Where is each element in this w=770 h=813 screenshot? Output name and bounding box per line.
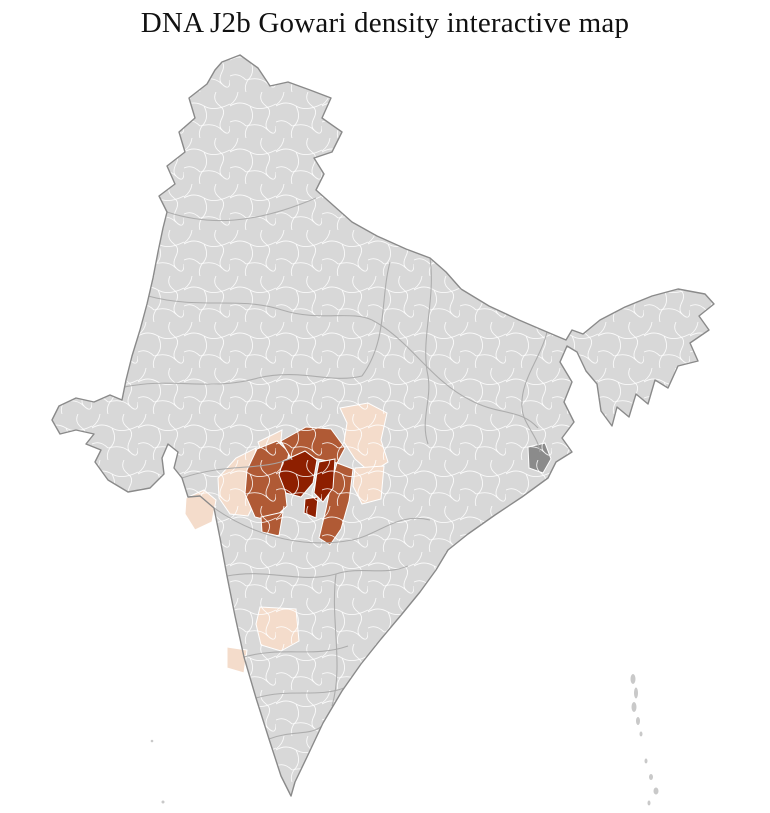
island[interactable]	[634, 687, 638, 699]
page-title: DNA J2b Gowari density interactive map	[140, 7, 630, 39]
island[interactable]	[630, 674, 636, 684]
island[interactable]	[649, 774, 653, 780]
island[interactable]	[161, 800, 165, 804]
district-low-density[interactable]	[226, 646, 248, 674]
island[interactable]	[647, 800, 651, 806]
andaman-nicobar-islands	[150, 674, 659, 806]
island[interactable]	[653, 787, 659, 795]
island[interactable]	[636, 717, 640, 725]
island[interactable]	[150, 739, 154, 743]
india-outline	[51, 54, 715, 797]
island[interactable]	[644, 758, 648, 764]
district-borders-texture	[52, 55, 714, 796]
island[interactable]	[631, 702, 637, 712]
island[interactable]	[639, 731, 643, 737]
state-borders	[119, 197, 548, 740]
